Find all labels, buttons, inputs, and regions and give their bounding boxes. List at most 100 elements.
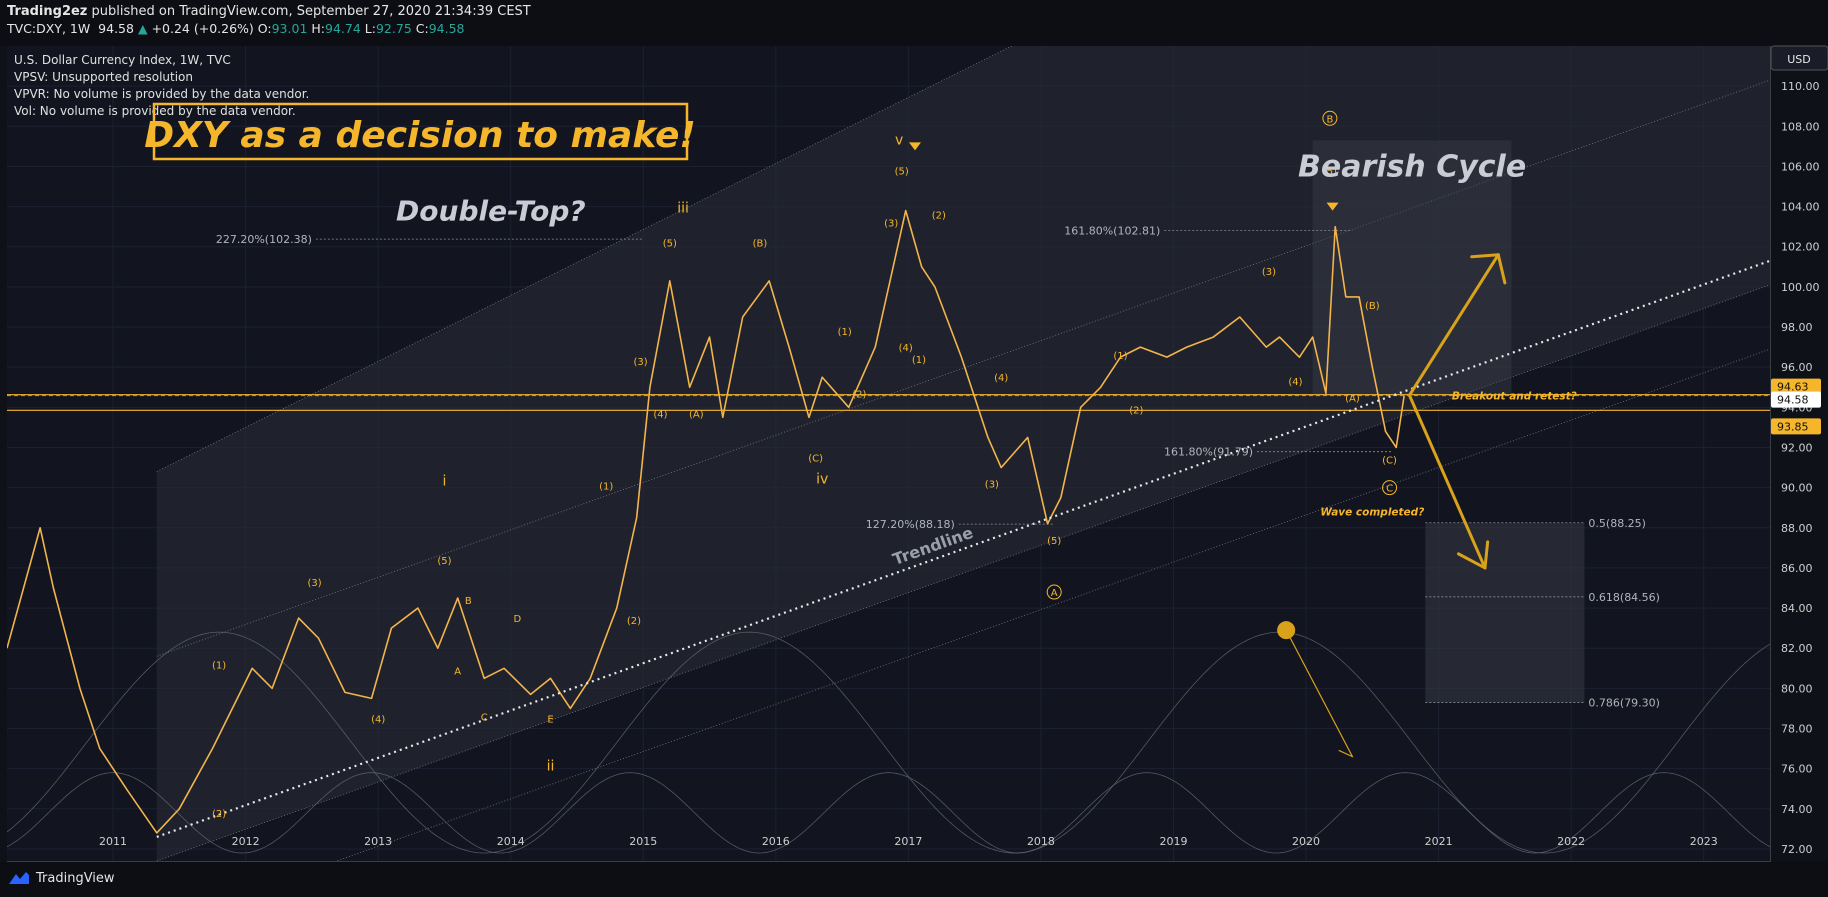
fib-label: 161.80%(102.81) [1064, 224, 1160, 237]
wave-label: (4) [653, 409, 667, 420]
arrow-down-icon [1407, 393, 1487, 570]
wave-label: (5) [437, 556, 451, 567]
legend-line-2: VPSV: Unsupported resolution [14, 70, 193, 84]
breakout-annotation: Breakout and retest? [1452, 390, 1577, 402]
x-tick-label: 2019 [1159, 835, 1187, 848]
y-tick-label: 102.00 [1781, 241, 1820, 254]
arrow-up-head-icon [1496, 253, 1507, 285]
wave-label: (B) [1365, 301, 1380, 312]
x-tick-label: 2012 [232, 835, 260, 848]
price-series[interactable] [7, 209, 1405, 834]
wave-label: (5) [1047, 536, 1061, 547]
x-axis-ticks: 2011 2012 2013 2014 2015 2016 2017 2018 2019 2020… [99, 835, 1718, 848]
x-tick-label: 2022 [1557, 835, 1585, 848]
cycle-arc-short [7, 772, 1770, 854]
fib-label: 227.20%(102.38) [216, 233, 312, 246]
wave-label: (3) [884, 219, 898, 230]
price-tag-resistance: 94.63 [1777, 381, 1809, 394]
y-tick-label: 110.00 [1781, 80, 1820, 93]
title-box [152, 102, 689, 161]
x-tick-label: 2021 [1425, 835, 1453, 848]
x-tick-label: 2015 [629, 835, 657, 848]
wave-label: iv [816, 472, 828, 488]
ohlc-line: TVC:DXY, 1W 94.58 ▲ +0.24 (+0.26%) O:93.… [7, 21, 465, 36]
y-tick-label: 106.00 [1781, 160, 1820, 173]
y-tick-label: 84.00 [1781, 602, 1813, 615]
wave-label: (1) [838, 327, 852, 338]
y-tick-label: 78.00 [1781, 723, 1813, 736]
author-name[interactable]: Trading2ez [7, 4, 88, 19]
last-price: 94.58 [98, 21, 134, 36]
chart-title: DXY as a decision to make! [144, 115, 696, 156]
high-value: 94.74 [325, 21, 361, 36]
fib-label: 0.5(88.25) [1588, 517, 1646, 530]
wave-label: (4) [1288, 377, 1302, 388]
wave-label: (5) [663, 239, 677, 250]
arrow-up-head-icon [1470, 253, 1500, 259]
wave-label: (2) [1129, 405, 1143, 416]
x-tick-label: 2014 [497, 835, 525, 848]
arrow-down-head-icon [1483, 540, 1490, 570]
wave-label: C [481, 712, 488, 723]
y-tick-label: 80.00 [1781, 682, 1813, 695]
legend-line-3: VPVR: No volume is provided by the data … [14, 87, 309, 101]
price-tag-support: 93.85 [1777, 420, 1809, 433]
symbol-text: TVC:DXY, 1W [7, 21, 91, 36]
y-tick-label: 82.00 [1781, 642, 1813, 655]
circled-wave-label: B [1326, 114, 1333, 125]
y-axis-ticks: 72.00 74.00 76.00 78.00 80.00 82.00 84.00 86.00… [1781, 80, 1820, 856]
x-tick-label: 2013 [364, 835, 392, 848]
cycle-arrow-head-icon [1338, 749, 1354, 758]
low-label: L: [364, 21, 376, 36]
price-axis[interactable] [1771, 46, 1828, 862]
brand-name: TradingView [36, 870, 115, 886]
double-top-annotation: Double-Top? [396, 195, 586, 228]
scenario-arrows [909, 142, 1507, 758]
wave-label: B [465, 596, 472, 607]
legend-line-1: U.S. Dollar Currency Index, 1W, TVC [14, 53, 231, 67]
wave-label: (C) [808, 454, 823, 465]
arrow-up-icon [1407, 253, 1500, 397]
wave-label: (4) [994, 373, 1008, 384]
wave-label: (A) [1345, 393, 1360, 404]
close-label: C: [415, 21, 429, 36]
wave-label: (1) [212, 660, 226, 671]
up-arrow-icon: ▲ [137, 21, 148, 36]
y-tick-label: 100.00 [1781, 281, 1820, 294]
channel-line [156, 284, 1770, 861]
wave-label: (1) [912, 355, 926, 366]
channel-line [156, 79, 1770, 657]
triangle-marker-icon [909, 142, 922, 151]
footer: TradingView [0, 862, 1828, 897]
y-tick-label: 108.00 [1781, 120, 1820, 133]
fib-label: 0.786(79.30) [1588, 696, 1660, 709]
fib-levels: 227.20%(102.38) 161.80%(102.81) 161.80%(91… [216, 224, 1660, 709]
circled-wave-ring [1382, 480, 1398, 496]
cycle-dot-icon [1277, 621, 1296, 640]
y-tick-label: 90.00 [1781, 482, 1813, 495]
wave-completed-annotation: Wave completed? [1320, 507, 1424, 519]
fib-label: 127.20%(88.18) [866, 518, 955, 531]
wave-label: (2) [627, 616, 641, 627]
wave-label: ii [547, 759, 555, 775]
y-tick-label: 96.00 [1781, 361, 1813, 374]
wave-label: (A) [689, 409, 704, 420]
cycle-arrow-icon [1285, 629, 1354, 758]
wave-label: (3) [634, 357, 648, 368]
wave-label: (2) [212, 809, 226, 820]
circled-wave-label: C [1386, 484, 1393, 495]
wave-label: v [895, 132, 903, 148]
high-label: H: [311, 21, 326, 36]
currency-badge[interactable] [1770, 45, 1828, 71]
wave-label: (5) [895, 166, 909, 177]
publish-text: published on TradingView.com, September … [91, 4, 531, 19]
y-tick-label: 76.00 [1781, 763, 1813, 776]
wave-label: (2) [852, 389, 866, 400]
tradingview-logo[interactable]: TradingView [8, 870, 115, 886]
trend-channel [156, 46, 1770, 861]
triangle-marker-icon [1326, 202, 1339, 211]
price-tag-bg [1771, 378, 1821, 395]
chart-canvas[interactable]: 227.20%(102.38) 161.80%(102.81) 161.80%(91… [0, 0, 1828, 862]
chart-header: Trading2ez published on TradingView.com,… [0, 0, 1828, 46]
channel-line [335, 348, 1770, 861]
